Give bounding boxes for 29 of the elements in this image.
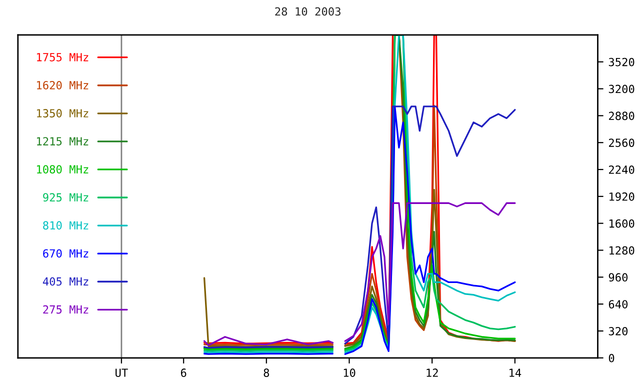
legend-label: 275 MHz bbox=[43, 305, 88, 314]
x-tick-label: UT bbox=[116, 368, 128, 377]
legend-label: 925 MHz bbox=[43, 193, 88, 202]
legend-label: 810 MHz bbox=[43, 221, 88, 230]
y-tick-label: 3520 bbox=[608, 58, 634, 66]
y-tick-label: 2240 bbox=[609, 166, 634, 174]
legend-label: 1620 MHz bbox=[37, 81, 88, 90]
y-tick-label: 960 bbox=[608, 273, 628, 282]
x-tick-label: 8 bbox=[264, 368, 270, 377]
y-tick-label: 640 bbox=[608, 300, 628, 308]
y-tick-label: 1280 bbox=[610, 246, 634, 255]
y-tick-label: 2880 bbox=[609, 112, 634, 120]
x-tick-label: 6 bbox=[180, 368, 186, 377]
x-tick-label: 14 bbox=[510, 368, 522, 377]
legend-label: 1350 MHz bbox=[37, 109, 88, 118]
legend-label: 405 MHz bbox=[42, 277, 88, 286]
legend-label: 1080 MHz bbox=[37, 165, 88, 174]
x-tick-label: 10 bbox=[344, 368, 356, 377]
legend-label: 1215 MHz bbox=[37, 137, 88, 146]
legend-label: 670 MHz bbox=[43, 249, 88, 258]
y-tick-label: 2560 bbox=[609, 138, 634, 147]
y-tick-label: 1920 bbox=[610, 192, 634, 201]
legend-label: 1755 MHz bbox=[37, 53, 88, 62]
x-tick-label: 12 bbox=[426, 368, 438, 377]
y-tick-label: 0 bbox=[608, 354, 614, 362]
chart-title: 28 10 2003 bbox=[275, 7, 340, 16]
y-tick-label: 320 bbox=[608, 326, 628, 336]
y-tick-label: 1600 bbox=[610, 219, 634, 228]
y-tick-label: 3200 bbox=[608, 84, 634, 94]
